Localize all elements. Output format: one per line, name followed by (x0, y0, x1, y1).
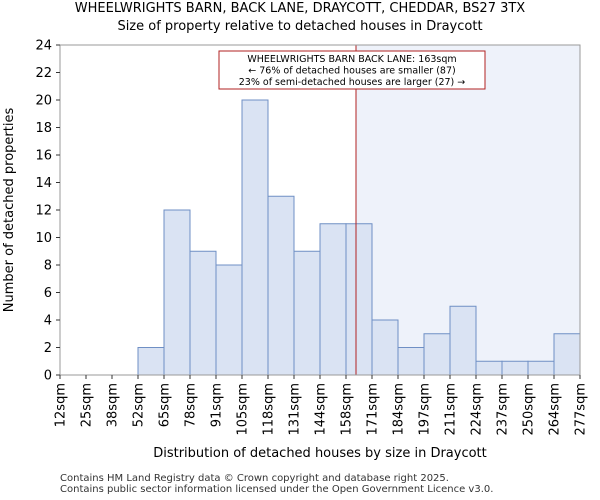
y-tick-label: 22 (35, 66, 52, 81)
y-tick-label: 10 (35, 231, 52, 246)
x-tick-label: 52sqm (132, 383, 147, 427)
x-tick-label: 237sqm (496, 383, 511, 436)
y-tick-label: 6 (44, 286, 52, 301)
y-tick-label: 24 (35, 39, 52, 54)
histogram-bar (267, 195, 295, 376)
footer-copyright: Contains HM Land Registry data © Crown c… (60, 473, 449, 484)
histogram-bar (501, 360, 529, 376)
x-tick-label: 184sqm (392, 383, 407, 436)
histogram-bar (189, 250, 217, 376)
y-tick-label: 4 (44, 314, 52, 329)
y-tick-label: 20 (35, 94, 52, 109)
annotation-line: 23% of semi-detached houses are larger (… (239, 77, 466, 88)
y-tick-label: 12 (35, 204, 52, 219)
x-tick-label: 277sqm (574, 383, 589, 436)
histogram-bar (371, 319, 399, 376)
histogram-bar (345, 223, 373, 376)
histogram-bar (137, 347, 165, 376)
histogram-bar (163, 209, 191, 376)
y-tick-label: 18 (35, 121, 52, 136)
x-tick-label: 131sqm (288, 383, 303, 436)
x-axis-label: Distribution of detached houses by size … (153, 446, 487, 461)
histogram-bar (215, 264, 243, 376)
y-tick-label: 16 (35, 149, 52, 164)
x-tick-label: 197sqm (418, 383, 433, 436)
histogram-bar (475, 360, 503, 376)
annotation-line: ← 76% of detached houses are smaller (87… (248, 66, 455, 77)
histogram-bar (423, 333, 451, 376)
y-tick-label: 0 (44, 369, 52, 384)
x-tick-label: 38sqm (106, 383, 121, 427)
y-tick-label: 2 (44, 341, 52, 356)
x-tick-label: 250sqm (522, 383, 537, 436)
x-tick-label: 171sqm (366, 383, 381, 436)
x-tick-label: 211sqm (444, 383, 459, 436)
histogram-bar (449, 305, 477, 376)
histogram-bar (293, 250, 321, 376)
x-tick-label: 158sqm (340, 383, 355, 436)
y-axis-label: Number of detached properties (2, 108, 17, 313)
x-tick-label: 12sqm (54, 383, 69, 427)
x-tick-label: 264sqm (548, 383, 563, 436)
histogram-bar (397, 347, 425, 376)
annotation-box (218, 50, 486, 90)
x-tick-label: 91sqm (210, 383, 225, 427)
annotation-line: WHEELWRIGHTS BARN BACK LANE: 163sqm (247, 54, 456, 65)
footer-licence: Contains public sector information licen… (60, 484, 494, 495)
x-tick-label: 65sqm (158, 383, 173, 427)
histogram-bar (319, 223, 347, 376)
x-tick-label: 144sqm (314, 383, 329, 436)
y-tick-label: 8 (44, 259, 52, 274)
chart-title: WHEELWRIGHTS BARN, BACK LANE, DRAYCOTT, … (74, 1, 526, 16)
x-tick-label: 78sqm (184, 383, 199, 427)
x-tick-label: 118sqm (262, 383, 277, 436)
x-tick-label: 224sqm (470, 383, 485, 436)
x-tick-label: 25sqm (80, 383, 95, 427)
chart-subtitle: Size of property relative to detached ho… (117, 19, 483, 34)
histogram-bar (527, 360, 555, 376)
histogram-bar (553, 333, 581, 376)
x-tick-label: 105sqm (236, 383, 251, 436)
histogram-bar (241, 99, 269, 376)
y-tick-label: 14 (35, 176, 52, 191)
